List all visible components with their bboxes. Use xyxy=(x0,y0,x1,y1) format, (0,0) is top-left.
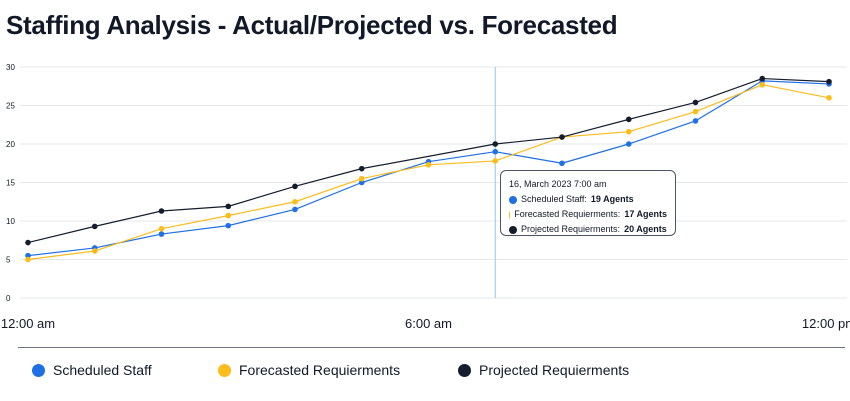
tooltip-value: 19 Agents xyxy=(590,194,634,204)
data-point-forecasted xyxy=(625,128,632,135)
y-tick-label: 25 xyxy=(6,102,15,111)
data-point-scheduled xyxy=(492,148,499,155)
data-point-projected xyxy=(225,203,232,210)
data-point-scheduled xyxy=(692,118,699,124)
legend-item-projected[interactable]: Projected Requierments xyxy=(458,362,629,378)
tooltip-row-scheduled: Scheduled Staff: 19 Agents xyxy=(509,192,667,207)
data-point-forecasted xyxy=(158,225,165,232)
series-line-scheduled xyxy=(27,80,830,257)
data-point-scheduled xyxy=(225,222,232,229)
data-point-forecasted xyxy=(225,212,232,219)
data-point-scheduled xyxy=(625,141,632,147)
tooltip-label: Scheduled Staff: xyxy=(521,194,587,204)
projected-dot-icon xyxy=(458,363,471,377)
data-point-projected xyxy=(559,134,565,140)
data-point-projected xyxy=(25,239,31,246)
tooltip-value: 17 Agents xyxy=(624,209,667,219)
data-point-forecasted xyxy=(425,161,432,168)
data-point-scheduled xyxy=(292,206,298,213)
data-point-scheduled xyxy=(358,179,365,186)
legend-item-forecasted[interactable]: Forecasted Requierments xyxy=(218,362,400,378)
y-tick-label: 20 xyxy=(6,140,15,149)
y-tick-label: 15 xyxy=(6,179,15,188)
data-point-projected xyxy=(492,141,499,147)
projected-dot-icon xyxy=(509,225,517,234)
data-point-forecasted xyxy=(492,158,499,164)
y-tick-label: 10 xyxy=(6,217,15,226)
tooltip-value: 20 Agents xyxy=(624,224,667,234)
data-point-projected xyxy=(292,183,298,190)
data-point-projected xyxy=(759,75,766,82)
data-point-forecasted xyxy=(358,175,365,182)
data-point-projected xyxy=(692,99,699,106)
data-point-scheduled xyxy=(25,252,31,259)
chart-title: Staffing Analysis - Actual/Projected vs.… xyxy=(6,10,618,40)
data-point-forecasted xyxy=(692,108,699,115)
data-point-forecasted xyxy=(826,95,832,101)
tooltip-label: Projected Requierments: xyxy=(521,224,621,234)
y-tick-label: 30 xyxy=(6,63,15,72)
x-tick-label: 12:00 pm xyxy=(802,316,850,331)
legend-label: Projected Requierments xyxy=(479,362,630,378)
series-line-projected xyxy=(27,77,830,244)
data-point-projected xyxy=(358,165,365,172)
line-chart: 0 5 10 15 20 25 30 12:00 am 6:00 am 12:00 pm xyxy=(1,63,850,331)
x-tick-label: 12:00 am xyxy=(1,316,55,331)
chart-tooltip: 16, March 2023 7:00 am Scheduled Staff: … xyxy=(500,170,676,236)
data-point-projected xyxy=(91,223,98,230)
data-point-scheduled xyxy=(559,160,565,167)
data-point-scheduled xyxy=(158,231,165,237)
chart-legend: Scheduled Staff Forecasted Requierments … xyxy=(0,362,850,380)
tooltip-row-projected: Projected Requierments: 20 Agents xyxy=(509,222,667,237)
y-tick-label: 0 xyxy=(6,294,11,303)
data-point-forecasted xyxy=(759,81,766,88)
scheduled-dot-icon xyxy=(509,195,517,204)
legend-item-scheduled[interactable]: Scheduled Staff xyxy=(32,362,152,378)
forecasted-dot-icon xyxy=(509,210,511,219)
tooltip-label: Forecasted Requierments: xyxy=(514,209,621,219)
forecasted-dot-icon xyxy=(218,363,231,377)
legend-label: Forecasted Requierments xyxy=(239,362,401,378)
data-point-forecasted xyxy=(25,256,31,263)
data-point-projected xyxy=(625,116,632,123)
y-tick-label: 5 xyxy=(6,256,11,265)
scheduled-dot-icon xyxy=(32,363,45,377)
legend-divider xyxy=(18,347,845,348)
data-point-forecasted xyxy=(292,198,298,205)
legend-label: Scheduled Staff xyxy=(53,362,152,378)
x-tick-label: 6:00 am xyxy=(405,316,452,331)
data-point-projected xyxy=(826,78,832,85)
data-point-projected xyxy=(158,208,165,214)
tooltip-title: 16, March 2023 7:00 am xyxy=(509,179,607,189)
series-line-forecasted xyxy=(27,84,830,261)
tooltip-row-forecasted: Forecasted Requierments: 17 Agents xyxy=(509,207,667,222)
data-point-forecasted xyxy=(91,248,98,254)
